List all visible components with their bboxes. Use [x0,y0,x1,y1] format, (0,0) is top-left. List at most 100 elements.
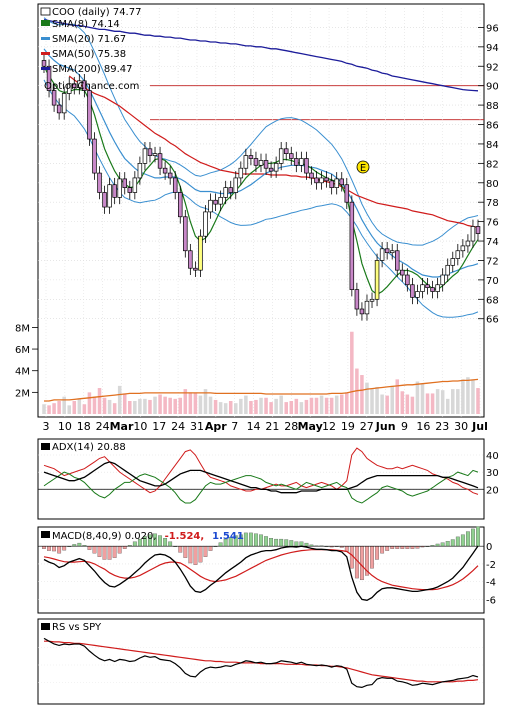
candle-body [319,177,324,184]
candle-body [314,177,319,184]
candle-body [450,258,456,266]
date-tick-label: Jun [375,420,396,433]
rs-panel [38,637,484,689]
candle-body [359,308,365,315]
volume-bars: 8M 6M 4M 2M [15,323,480,414]
volume-bar [92,396,97,414]
price-tick-label: 82 [486,159,499,170]
candle-body [198,235,203,271]
macd-histogram-bar [57,546,62,554]
macd-histogram-bar [471,528,475,547]
candles [41,53,481,321]
macd-histogram-bar [269,538,274,547]
candle-body [410,284,415,298]
volume-bar [324,397,329,414]
candle-body [389,250,395,254]
candle-body [46,65,52,91]
volume-bar [319,395,324,414]
macd-histogram-bar [299,541,304,547]
candle-body [208,199,213,213]
volume-bar [218,402,223,414]
candle-body [253,158,259,166]
macd-histogram-bar [97,546,102,557]
adx-legend: ADX(14) 20.88 [41,442,126,453]
candle-body [167,172,173,179]
volume-bar [304,399,309,414]
plus-di-line [43,469,479,504]
volume-bar [87,392,92,414]
candle-body [172,177,178,193]
candle-body [369,298,375,302]
rs-label: RS vs SPY [52,622,102,633]
candle-body [137,163,143,179]
candle-body [299,158,304,166]
macd-histogram-bar [289,540,294,547]
volume-bar [62,396,66,414]
volume-bar [163,396,167,414]
volume-tick-label: 8M [15,323,30,334]
date-tick-label: 23 [435,420,449,433]
volume-bar [203,389,208,414]
macd-histogram-bar [360,546,364,581]
volume-bar [370,389,374,414]
volume-bar [42,404,46,414]
legend-sma50-swatch [41,52,50,55]
macd-histogram-bar [117,546,122,554]
candle-body [72,83,77,88]
macd-histogram-bar [400,546,405,549]
volume-bar [254,399,258,414]
volume-bar [213,399,218,414]
macd-histogram-bar [476,526,480,547]
volume-tick-label: 4M [15,367,30,378]
macd-histogram-bar [410,546,415,549]
volume-average-line [44,378,479,402]
volume-bar [451,389,455,414]
macd-histogram-bar [465,531,470,547]
macd-line [43,545,479,601]
date-tick-label: May [298,420,323,433]
macd-histogram-bar [264,536,268,547]
price-tick-label: 84 [486,140,499,151]
macd-histogram-bar [455,536,460,547]
candle-body [339,178,344,186]
price-tick-label: 92 [486,62,499,73]
macd-histogram-bar [178,546,183,553]
candle-body [278,148,284,164]
candle-body [238,167,244,179]
date-tick-label: 28 [284,420,298,433]
candle-body [112,184,117,198]
macd-histogram-bar [284,539,289,547]
sma50-line [68,75,479,229]
candle-body [142,148,148,164]
candle-body [248,155,254,159]
candle-body [364,300,370,315]
volume-bar [128,401,132,414]
macd-histogram-bar [349,546,354,569]
price-tick-label: 72 [486,256,499,267]
volume-bar [456,389,460,414]
volume-bar [420,383,425,414]
macd-histogram-bar [203,546,208,557]
price-tick-label: 74 [486,237,499,248]
date-tick-label: Jul [471,420,488,433]
volume-bar [47,405,51,414]
candle-body [107,184,112,208]
volume-bar [299,402,304,414]
macd-swatch [41,531,50,538]
macd-histogram-bar [243,532,248,547]
macd-histogram-bar [279,538,284,547]
volume-bar [107,399,112,414]
candle-body [289,153,294,159]
macd-histogram-bar [92,546,97,554]
ticker-label: COO (daily) 74.77 [52,7,141,18]
volume-bar [294,398,299,414]
macd-histogram-bar [112,546,117,558]
volume-bar [334,395,339,414]
macd-histogram-bar [375,546,379,560]
date-tick-label: 19 [341,420,355,433]
macd-panel: 0 -2 -4 -6 [38,526,496,606]
date-tick-label: 16 [416,420,430,433]
volume-tick-label: 2M [15,388,30,399]
candle-body [374,260,380,300]
candle-body [157,153,163,169]
